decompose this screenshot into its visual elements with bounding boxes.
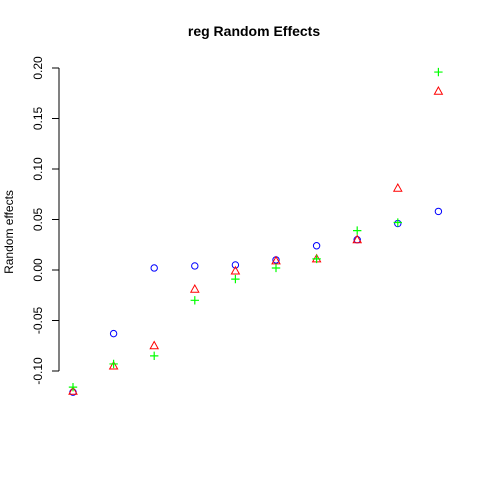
- point-triangle: [230, 265, 241, 275]
- y-tick-label: 0.20: [31, 56, 45, 80]
- point-triangle: [392, 182, 403, 192]
- data-points: [68, 67, 444, 396]
- point-circle: [434, 207, 443, 216]
- y-tick-label: 0.05: [31, 207, 45, 231]
- point-plus: [150, 351, 159, 361]
- y-axis-label: Random effects: [2, 190, 16, 274]
- point-triangle: [149, 340, 160, 350]
- point-plus: [271, 263, 281, 273]
- point-circle: [231, 261, 240, 269]
- y-tick-label: -0.05: [31, 307, 45, 335]
- y-axis-ticks: -0.10 -0.05 0.00 0.05 0.10 0.15 0.20: [31, 56, 59, 385]
- point-triangle: [433, 86, 444, 95]
- point-triangle: [108, 360, 119, 370]
- point-triangle: [68, 385, 78, 395]
- y-tick-label: 0.00: [31, 258, 45, 282]
- y-tick-label: 0.15: [31, 106, 45, 130]
- point-circle: [109, 329, 118, 338]
- point-plus: [68, 382, 78, 392]
- y-tick-label: -0.10: [31, 357, 45, 385]
- y-tick-label: 0.10: [31, 157, 45, 181]
- point-plus: [312, 254, 321, 264]
- point-plus: [434, 67, 443, 77]
- point-circle: [312, 242, 321, 250]
- point-triangle: [352, 234, 363, 244]
- point-circle: [191, 262, 199, 270]
- point-plus: [190, 296, 199, 305]
- point-circle: [150, 264, 158, 272]
- point-plus: [353, 226, 362, 235]
- point-triangle: [189, 283, 200, 293]
- point-plus: [231, 274, 240, 284]
- point-plus: [109, 359, 118, 369]
- chart-title: reg Random Effects: [188, 23, 320, 39]
- point-plus: [393, 218, 402, 227]
